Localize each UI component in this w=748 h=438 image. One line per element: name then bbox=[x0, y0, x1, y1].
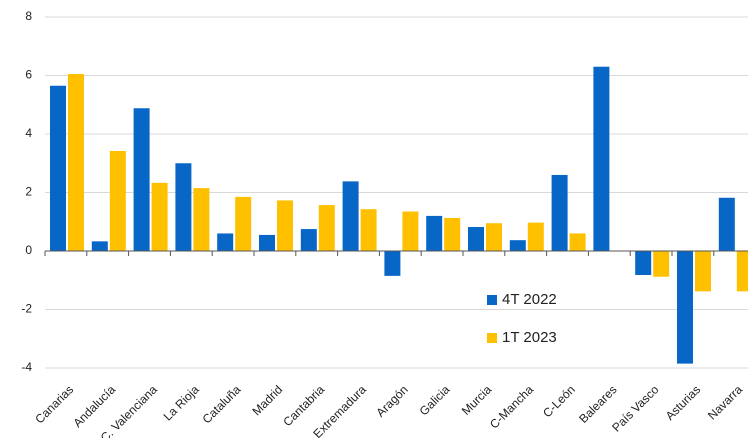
bar bbox=[736, 251, 748, 292]
bar bbox=[695, 251, 711, 292]
x-tick-label: Navarra bbox=[705, 382, 745, 422]
x-tick-label: Baleares bbox=[576, 382, 619, 425]
bar bbox=[551, 174, 568, 251]
bar bbox=[318, 205, 335, 251]
y-tick-label: 6 bbox=[25, 68, 32, 82]
bar bbox=[193, 188, 210, 251]
x-tick-label: Madrid bbox=[249, 382, 285, 418]
bar bbox=[300, 229, 317, 251]
x-tick-label: Galicia bbox=[417, 382, 453, 418]
bar bbox=[259, 234, 275, 251]
legend-label: 4T 2022 bbox=[502, 291, 557, 308]
y-tick-label: 2 bbox=[25, 185, 32, 199]
y-tick-label: -4 bbox=[21, 360, 32, 374]
x-tick-label: Aragón bbox=[373, 382, 410, 419]
bar bbox=[217, 233, 234, 251]
bar bbox=[653, 251, 670, 277]
bar bbox=[91, 241, 108, 251]
y-tick-label: 8 bbox=[25, 9, 32, 23]
x-tick-label: La Rioja bbox=[161, 382, 202, 423]
bar bbox=[402, 211, 419, 251]
bar bbox=[509, 240, 526, 251]
bar bbox=[277, 200, 293, 251]
bar bbox=[151, 182, 168, 251]
bar bbox=[68, 74, 84, 251]
y-tick-label: -2 bbox=[21, 302, 32, 316]
bar bbox=[50, 85, 66, 251]
bar bbox=[593, 66, 610, 251]
y-tick-label: 0 bbox=[25, 243, 32, 257]
bar bbox=[444, 217, 461, 251]
bar bbox=[342, 181, 359, 251]
x-tick-label: C-Mancha bbox=[487, 382, 536, 431]
bar bbox=[569, 233, 586, 251]
x-tick-label: Murcia bbox=[459, 382, 495, 418]
bar bbox=[175, 163, 192, 251]
x-tick-label: C-León bbox=[540, 382, 578, 420]
y-tick-label: 4 bbox=[25, 126, 32, 140]
bar bbox=[133, 108, 150, 251]
legend-swatch bbox=[487, 333, 497, 343]
bar bbox=[527, 222, 544, 251]
bar bbox=[677, 251, 693, 364]
bar bbox=[109, 150, 126, 251]
bar bbox=[384, 251, 401, 276]
bar bbox=[235, 196, 252, 251]
legend-swatch bbox=[487, 295, 497, 305]
bar bbox=[718, 197, 735, 251]
bar bbox=[486, 223, 502, 251]
x-tick-label: Asturias bbox=[663, 382, 704, 423]
bar bbox=[426, 215, 443, 251]
bar bbox=[635, 251, 652, 275]
bar bbox=[468, 227, 484, 251]
bar bbox=[360, 209, 377, 251]
legend-label: 1T 2023 bbox=[502, 329, 557, 346]
x-tick-label: Cataluña bbox=[200, 382, 244, 426]
